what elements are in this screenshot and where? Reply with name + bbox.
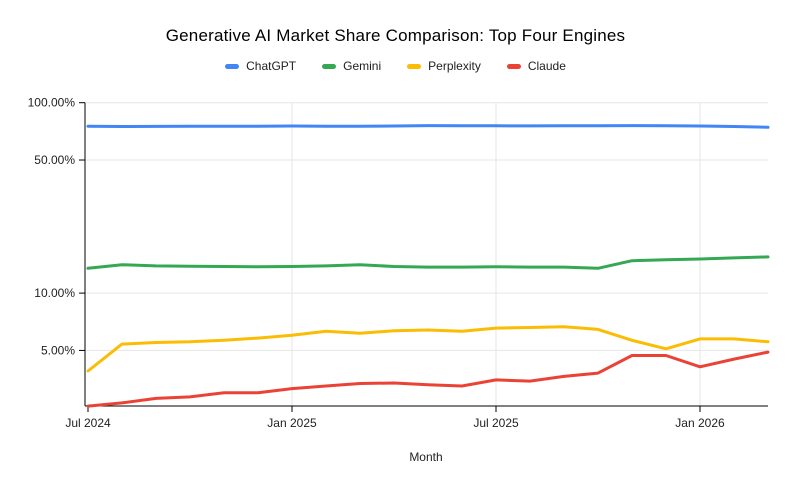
x-tick-label: Jan 2025 [267,416,317,430]
gemini-series-swatch-icon [322,63,337,69]
series-line-chatgpt[interactable] [86,124,770,129]
legend-label: ChatGPT [246,59,297,73]
legend-item-gemini[interactable]: Gemini [322,59,381,73]
legend-item-chatgpt[interactable]: ChatGPT [225,59,296,73]
legend-label: Gemini [343,59,382,73]
series-line-perplexity[interactable] [86,325,770,373]
chart-title: Generative AI Market Share Comparison: T… [165,26,626,45]
chatgpt-series-swatch-icon [225,63,240,69]
y-tick-label: 100.00% [28,96,76,110]
claude-series-swatch-icon [506,63,521,69]
legend-item-perplexity[interactable]: Perplexity [407,59,481,73]
chart-legend: ChatGPT Gemini Perplexity Claude [0,59,791,73]
y-tick-label: 5.00% [41,343,75,357]
x-tick-label: Jul 2024 [65,416,111,430]
x-axis-title: Month [409,450,442,464]
legend-label: Claude [527,59,566,73]
x-tick-label: Jan 2026 [675,416,725,430]
y-tick-label: 50.00% [34,153,75,167]
legend-item-claude[interactable]: Claude [506,59,566,73]
legend-label: Perplexity [428,59,481,73]
perplexity-series-swatch-icon [407,63,422,69]
series-line-claude[interactable] [86,350,770,408]
x-tick-label: Jul 2025 [473,416,519,430]
series-line-gemini[interactable] [86,255,770,270]
y-tick-label: 10.00% [34,286,75,300]
